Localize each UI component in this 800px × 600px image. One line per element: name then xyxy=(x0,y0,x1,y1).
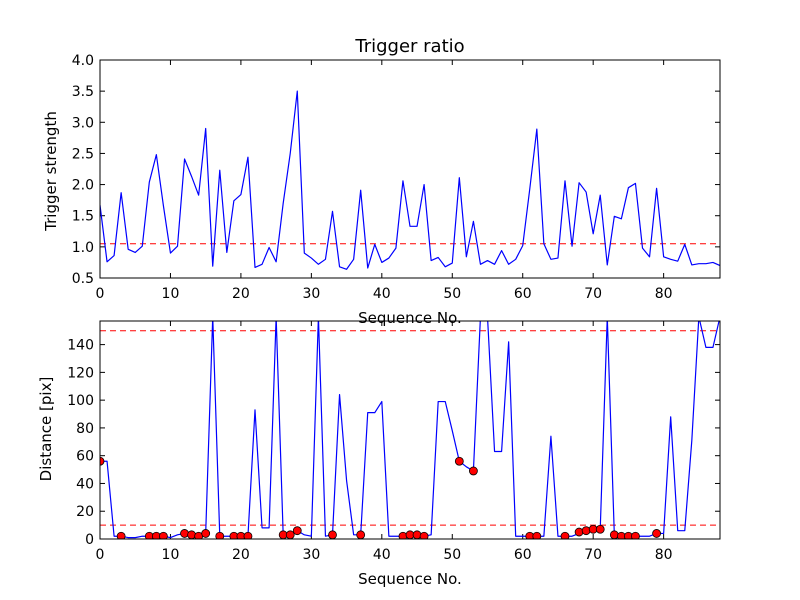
bottom-axes-frame xyxy=(99,320,721,540)
bottom-marker-point xyxy=(243,531,253,539)
top-y-tick-label: 1.0 xyxy=(72,240,94,256)
bottom-y-tick-label: 120 xyxy=(67,365,94,381)
bottom-y-tick-label: 20 xyxy=(76,504,94,520)
bottom-marker-point xyxy=(454,456,464,466)
bottom-marker-point xyxy=(328,530,337,539)
bottom-plot-area xyxy=(100,321,720,539)
bottom-x-tick-label: 70 xyxy=(584,547,602,563)
bottom-x-tick-label: 60 xyxy=(514,547,532,563)
top-y-tick-label: 3.0 xyxy=(72,115,94,131)
bottom-marker-point xyxy=(215,531,225,539)
bottom-x-tick-label: 20 xyxy=(232,547,250,563)
bottom-marker-point xyxy=(116,531,126,539)
bottom-y-tick-label: 140 xyxy=(67,338,94,354)
bottom-x-axis-label: Sequence No. xyxy=(358,570,462,588)
bottom-marker-point xyxy=(180,529,189,538)
bottom-marker-point xyxy=(609,530,619,539)
bottom-y-tick-label: 0 xyxy=(85,532,94,548)
bottom-y-tick-label: 40 xyxy=(76,476,94,492)
bottom-marker-point xyxy=(201,529,211,538)
chart-title: Trigger ratio xyxy=(354,36,464,57)
top-x-axis-label: Sequence No. xyxy=(358,309,462,327)
bottom-marker-point xyxy=(292,526,302,536)
bottom-y-tick-label: 60 xyxy=(76,449,94,465)
bottom-y-tick-label: 100 xyxy=(67,393,94,409)
top-series-line xyxy=(100,90,720,270)
bottom-x-tick-label: 0 xyxy=(96,547,105,563)
bottom-x-tick-label: 10 xyxy=(162,547,180,563)
bottom-x-tick-label: 40 xyxy=(373,547,391,563)
bottom-y-axis-label: Distance [pix] xyxy=(37,377,55,482)
bottom-marker-point xyxy=(412,530,422,539)
top-x-tick-label: 0 xyxy=(96,286,105,302)
bottom-marker-point xyxy=(159,531,168,539)
bottom-marker-point xyxy=(560,531,570,539)
bottom-marker-point xyxy=(187,530,196,539)
bottom-marker-point xyxy=(356,530,366,539)
top-x-tick-label: 20 xyxy=(232,286,250,302)
top-y-tick-label: 2.0 xyxy=(72,178,94,194)
top-x-tick-label: 60 xyxy=(514,286,532,302)
top-y-tick-label: 2.5 xyxy=(72,146,94,162)
bottom-marker-point xyxy=(631,531,640,539)
top-y-tick-label: 3.5 xyxy=(72,84,94,100)
top-x-tick-label: 50 xyxy=(443,286,461,302)
top-axis-ticks: 0 10 20 30 40 50 60 70 80 0.5 1.0 1.5 2.0 2.5 3.0 3.5 4.… xyxy=(72,53,720,302)
bottom-marker-point xyxy=(581,526,591,536)
bottom-x-tick-label: 50 xyxy=(443,547,461,563)
top-y-tick-label: 0.5 xyxy=(72,271,94,287)
bottom-marker-point xyxy=(469,466,478,476)
bottom-marker-point xyxy=(595,524,605,534)
bottom-marker-point xyxy=(574,527,584,537)
trigger-ratio-chart: Trigger ratio Sequence No. Trigger stren… xyxy=(42,36,721,327)
bottom-x-tick-label: 30 xyxy=(302,547,320,563)
bottom-marker-point xyxy=(532,531,542,539)
bottom-marker-point xyxy=(652,529,661,538)
top-y-tick-label: 1.5 xyxy=(72,209,94,225)
bottom-axis-ticks: 0 10 20 30 40 50 60 70 80 0 20 40 60 80 100 120 140 xyxy=(67,321,720,563)
top-y-tick-label: 4.0 xyxy=(72,53,94,69)
top-x-tick-label: 70 xyxy=(584,286,602,302)
distance-chart: Sequence No. Distance [pix] 0 10 20 30 40 50 6… xyxy=(37,320,721,588)
top-y-axis-label: Trigger strength xyxy=(42,111,60,232)
bottom-series-line xyxy=(100,321,720,539)
bottom-marker-point xyxy=(419,531,429,539)
top-plot-area xyxy=(100,90,720,270)
top-axes-frame xyxy=(99,59,721,279)
bottom-x-tick-label: 80 xyxy=(655,547,673,563)
top-x-tick-label: 30 xyxy=(302,286,320,302)
bottom-marker-point xyxy=(100,456,105,466)
top-x-tick-label: 10 xyxy=(162,286,180,302)
bottom-marker-point xyxy=(285,530,295,539)
top-x-tick-label: 40 xyxy=(373,286,391,302)
bottom-y-tick-label: 80 xyxy=(76,421,94,437)
top-x-tick-label: 80 xyxy=(655,286,673,302)
